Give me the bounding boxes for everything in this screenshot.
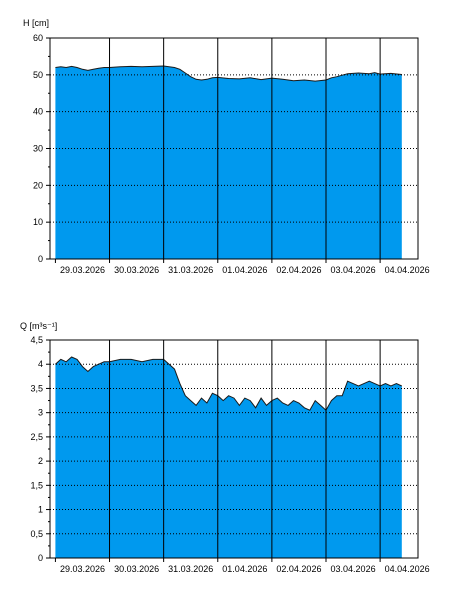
x-tick-label: 30.03.2026 (114, 265, 159, 275)
x-tick-label: 04.04.2026 (385, 564, 430, 574)
y-tick-label: 60 (33, 33, 43, 43)
x-tick-label: 03.04.2026 (331, 564, 376, 574)
y-tick-label: 3 (38, 408, 43, 418)
y-tick-label: 50 (33, 70, 43, 80)
water-level-series-line (55, 65, 402, 82)
x-tick-label: 02.04.2026 (276, 265, 321, 275)
y-tick-label: 2,5 (30, 432, 43, 442)
discharge-area (55, 357, 402, 558)
discharge-chart: Q [m³s⁻¹] 0 0,5 1 1,5 2 2,5 3 3,5 4 4,5 29.03.2026… (20, 321, 430, 574)
water-level-chart: H [cm] 0 10 20 30 40 50 60 29.03.2026 30.03.2026… (23, 18, 430, 275)
y-axis-title-discharge: Q [m³s⁻¹] (20, 321, 57, 331)
x-tick-label: 31.03.2026 (168, 265, 213, 275)
discharge-series-line (55, 356, 403, 411)
y-tick-label: 4,5 (30, 335, 43, 345)
water-level-plot-frame (49, 37, 419, 260)
x-tick-label: 30.03.2026 (114, 564, 159, 574)
y-tick-label: 40 (33, 107, 43, 117)
y-tick-label: 4 (38, 359, 43, 369)
y-axis-title-water-level: H [cm] (23, 18, 49, 28)
y-tick-label: 30 (33, 144, 43, 154)
x-tick-label: 03.04.2026 (331, 265, 376, 275)
y-tick-label: 10 (33, 217, 43, 227)
y-tick-label: 2 (38, 456, 43, 466)
x-tick-label: 01.04.2026 (222, 564, 267, 574)
y-tick-label: 20 (33, 180, 43, 190)
x-tick-label: 02.04.2026 (276, 564, 321, 574)
x-tick-label: 29.03.2026 (60, 265, 105, 275)
water-level-area (55, 66, 402, 259)
y-tick-label: 3,5 (30, 383, 43, 393)
x-tick-label: 31.03.2026 (168, 564, 213, 574)
y-tick-label: 0 (38, 254, 43, 264)
y-tick-label: 0,5 (30, 529, 43, 539)
x-tick-label: 04.04.2026 (385, 265, 430, 275)
y-tick-label: 0 (38, 553, 43, 563)
y-tick-label: 1 (38, 505, 43, 515)
x-tick-label: 29.03.2026 (60, 564, 105, 574)
discharge-plot-frame (49, 339, 419, 559)
x-tick-label: 01.04.2026 (222, 265, 267, 275)
y-tick-label: 1,5 (30, 480, 43, 490)
